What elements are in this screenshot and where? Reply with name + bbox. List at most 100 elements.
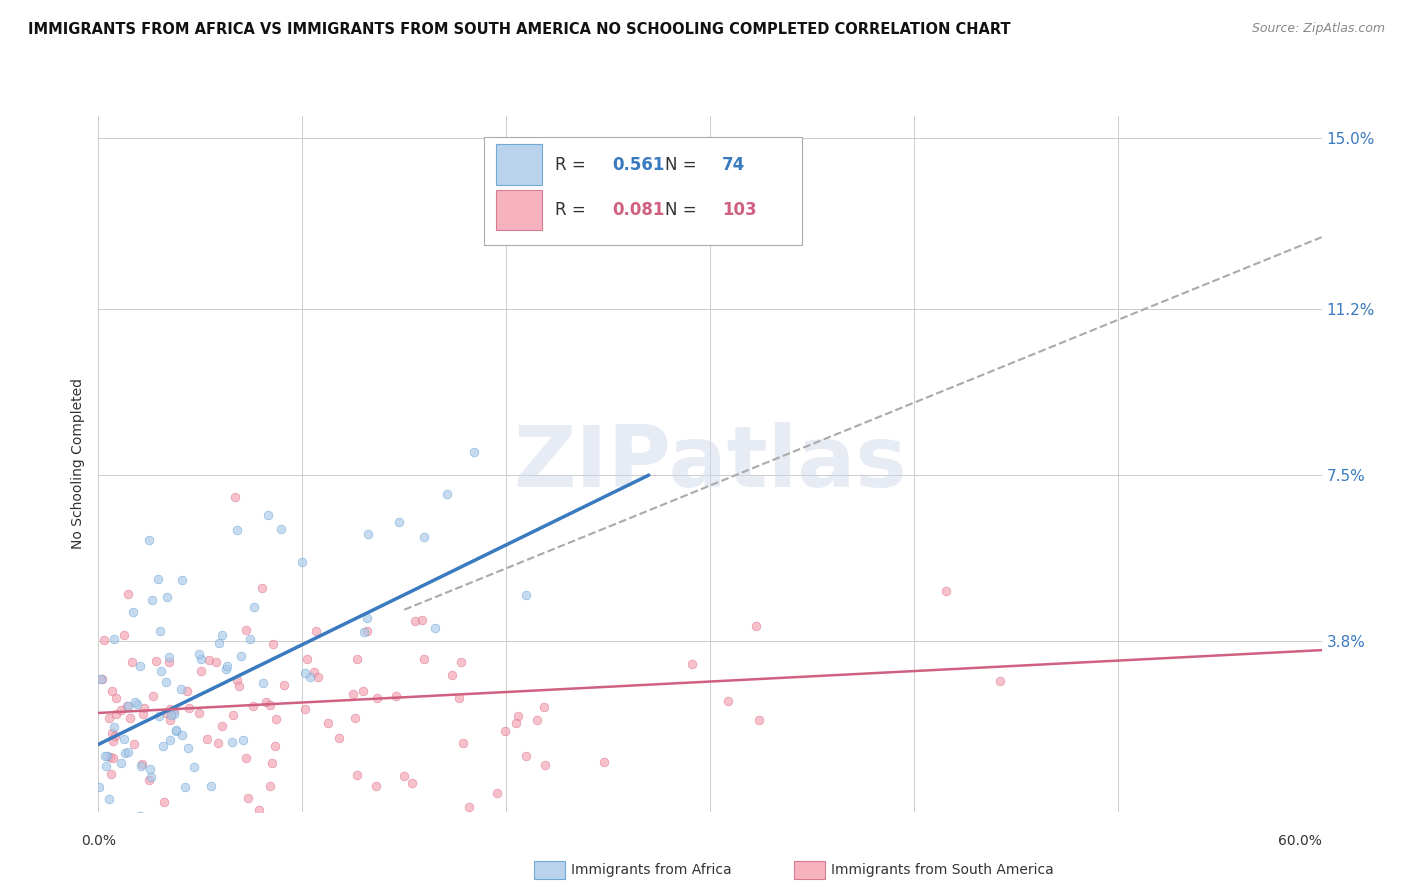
Point (177, 701, 200, 715)
Point (103, 632, 125, 646)
Point (101, 726, 124, 740)
Point (318, 812, 340, 826)
Point (115, 699, 138, 714)
Point (316, 716, 339, 731)
Point (515, 589, 537, 603)
Point (159, 702, 181, 716)
Point (125, 697, 148, 711)
Point (94, 759, 117, 773)
Point (745, 619, 768, 633)
Point (160, 707, 183, 722)
Point (256, 695, 278, 709)
Text: R =: R = (555, 201, 591, 219)
Point (217, 659, 239, 673)
Point (149, 624, 172, 639)
Point (165, 723, 187, 737)
Point (441, 668, 464, 682)
Point (163, 704, 186, 718)
Point (129, 759, 152, 773)
Point (183, 759, 205, 773)
Point (101, 751, 124, 765)
Point (121, 655, 143, 669)
Point (302, 665, 325, 679)
Point (207, 635, 229, 649)
Point (262, 756, 284, 770)
Point (243, 599, 266, 614)
Point (295, 652, 318, 666)
Point (89, 780, 111, 795)
Point (307, 669, 329, 683)
Point (515, 749, 537, 764)
Point (117, 699, 139, 714)
Point (93, 632, 115, 647)
Point (104, 690, 127, 705)
Point (139, 762, 162, 776)
Point (257, 508, 280, 523)
Point (155, 706, 177, 720)
Point (110, 703, 132, 717)
Point (346, 652, 368, 666)
Point (157, 655, 180, 669)
Point (155, 827, 177, 841)
Point (146, 572, 169, 586)
Point (159, 713, 181, 727)
Point (242, 698, 264, 713)
Point (157, 827, 180, 841)
Point (159, 733, 181, 747)
Text: 0.561: 0.561 (612, 156, 665, 174)
Point (145, 654, 167, 668)
Point (152, 739, 174, 753)
Point (412, 530, 434, 544)
Point (120, 711, 142, 725)
Text: 103: 103 (723, 201, 756, 219)
Point (247, 803, 270, 817)
Point (132, 706, 155, 721)
Point (104, 729, 127, 743)
Point (176, 684, 198, 698)
Point (163, 707, 186, 722)
Point (252, 676, 274, 690)
Point (96, 749, 118, 764)
Point (494, 724, 516, 739)
Point (451, 736, 474, 750)
Point (364, 779, 387, 793)
Point (228, 679, 250, 693)
Point (401, 775, 423, 789)
Point (188, 647, 211, 661)
FancyBboxPatch shape (496, 145, 543, 185)
Point (404, 614, 426, 628)
Point (357, 526, 380, 541)
Point (131, 756, 153, 771)
Point (681, 657, 703, 671)
Point (436, 487, 458, 501)
Point (152, 795, 174, 809)
Point (239, 632, 262, 646)
Point (110, 756, 132, 771)
Point (224, 490, 246, 504)
Y-axis label: No Schooling Completed: No Schooling Completed (72, 378, 86, 549)
Point (90, 673, 112, 687)
Point (342, 687, 364, 701)
Point (117, 745, 139, 759)
Point (592, 755, 614, 769)
Point (141, 593, 163, 607)
Point (328, 731, 350, 745)
Point (190, 664, 212, 678)
Point (157, 649, 180, 664)
Text: 74: 74 (723, 156, 745, 174)
Point (225, 673, 247, 688)
Point (195, 731, 218, 746)
Point (988, 673, 1011, 688)
Point (305, 624, 328, 638)
Point (200, 779, 222, 793)
Point (156, 590, 179, 604)
Point (98, 711, 121, 725)
Point (132, 701, 155, 715)
Point (174, 780, 197, 794)
Point (204, 655, 226, 669)
Text: Immigrants from Africa: Immigrants from Africa (571, 863, 731, 877)
Point (235, 751, 257, 765)
Point (188, 706, 211, 721)
Point (411, 613, 433, 627)
Point (385, 689, 408, 703)
